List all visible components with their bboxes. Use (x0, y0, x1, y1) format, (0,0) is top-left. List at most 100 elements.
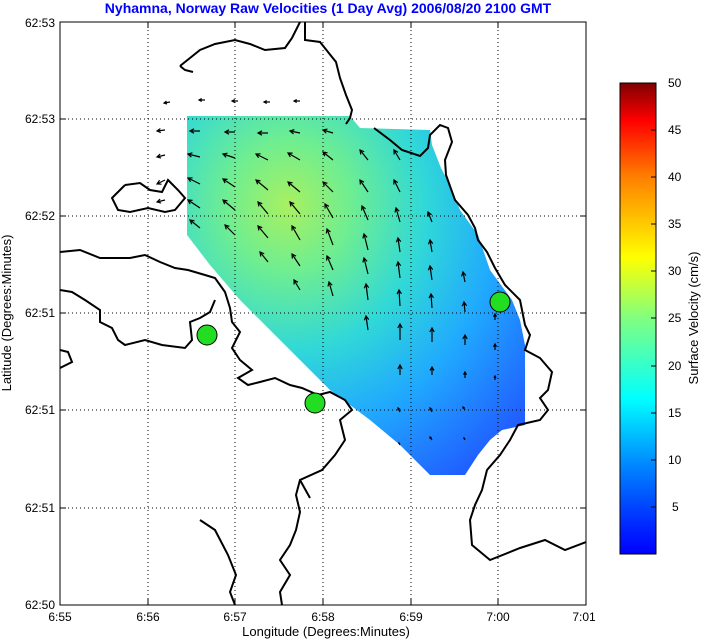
velocity-arrow (492, 342, 498, 350)
velocity-arrow (262, 99, 270, 105)
velocity-arrow (230, 98, 238, 104)
velocity-arrow (362, 232, 369, 251)
x-tick-label: 6:55 (48, 610, 72, 624)
velocity-arrow (287, 181, 301, 193)
velocity-arrow (155, 153, 166, 159)
velocity-arrow (221, 178, 236, 188)
y-tick-labels: 62:53 62:53 62:52 62:51 62:51 62:51 62:5… (25, 16, 55, 612)
velocity-arrow (395, 236, 402, 253)
velocity-arrow (462, 370, 468, 378)
velocity-arrow (429, 365, 435, 375)
colorbar-label: Surface Velocity (cm/s) (686, 252, 701, 385)
velocity-arrow (257, 225, 269, 239)
velocity-arrow (325, 254, 334, 271)
velocity-arrow (197, 97, 205, 103)
velocity-arrow (427, 238, 434, 253)
velocity-arrow (257, 201, 269, 215)
colorbar-tick-label: 25 (668, 311, 682, 325)
velocity-arrow (291, 224, 301, 241)
velocity-arrow (155, 128, 166, 134)
velocity-arrow (428, 292, 434, 309)
velocity-arrow (429, 435, 433, 441)
velocity-arrow (327, 280, 334, 297)
velocity-arrow (223, 129, 235, 135)
x-tick-label: 6:58 (311, 610, 335, 624)
velocity-arrow (321, 128, 334, 134)
velocity-arrow (259, 251, 269, 263)
velocity-arrow (324, 202, 334, 219)
velocity-arrow (189, 219, 201, 229)
velocity-arrow (394, 206, 401, 223)
velocity-arrow (397, 363, 403, 375)
x-tick-label: 6:57 (223, 610, 247, 624)
velocity-arrow (462, 333, 468, 345)
velocity-arrow (325, 227, 334, 246)
y-axis-label: Latitude (Degrees:Minutes) (0, 235, 14, 392)
velocity-arrow (462, 405, 466, 411)
y-tick-label: 62:51 (25, 403, 55, 417)
x-tick-label: 6:59 (399, 610, 423, 624)
colorbar: 50 45 40 35 30 25 20 15 10 5 Surface Vel… (619, 76, 701, 555)
y-tick-label: 62:50 (25, 598, 55, 612)
colorbar-tick-label: 35 (668, 217, 682, 231)
colorbar-tick-label: 50 (668, 76, 682, 90)
y-tick-label: 62:52 (25, 209, 55, 223)
velocity-arrow (322, 151, 334, 161)
velocity-arrow (359, 178, 369, 193)
velocity-arrow (362, 256, 369, 275)
velocity-arrow (427, 264, 434, 281)
velocity-arrow (291, 252, 301, 267)
station-marker (489, 291, 511, 313)
velocity-arrow (186, 152, 201, 158)
colorbar-tick-label: 5 (672, 500, 679, 514)
x-tick-label: 7:01 (572, 610, 596, 624)
coastline (60, 22, 586, 605)
colorbar-tick-label: 30 (668, 264, 682, 278)
velocity-field (187, 116, 525, 475)
velocity-arrow (393, 148, 401, 161)
velocity-arrow (463, 436, 466, 441)
velocity-arrow (429, 326, 435, 342)
colorbar-tick-label: 45 (668, 123, 682, 137)
y-tick-label: 62:51 (25, 501, 55, 515)
velocity-arrow (397, 322, 403, 340)
velocity-arrow (292, 98, 300, 104)
radar-stations (196, 291, 511, 414)
velocity-arrow (188, 128, 200, 134)
velocity-arrow (393, 178, 401, 193)
colorbar-tick-label: 15 (668, 406, 682, 420)
colorbar-tick-label: 10 (668, 453, 682, 467)
colorbar-tick-labels: 50 45 40 35 30 25 20 15 10 5 (668, 76, 682, 514)
velocity-arrow (461, 300, 468, 313)
velocity-arrow (254, 153, 269, 161)
velocity-arrow (493, 374, 497, 380)
velocity-arrow (224, 224, 236, 236)
x-tick-label: 6:56 (136, 610, 160, 624)
x-axis-label: Longitude (Degrees:Minutes) (242, 624, 410, 639)
x-tick-labels: 6:55 6:56 6:57 6:58 6:59 7:00 7:01 (48, 610, 596, 624)
velocity-arrow (221, 152, 236, 159)
tick-marks (60, 22, 586, 605)
velocity-arrow (286, 152, 301, 161)
velocity-arrow (396, 288, 402, 307)
velocity-arrow (398, 441, 401, 446)
map-axes: 6:55 6:56 6:57 6:58 6:59 7:00 7:01 62:53… (0, 16, 596, 639)
velocity-arrow (222, 199, 236, 211)
velocity-vectors (155, 97, 498, 446)
velocity-arrow (461, 270, 467, 283)
velocity-arrow (363, 314, 370, 331)
velocity-arrow (288, 129, 301, 135)
velocity-arrow (289, 201, 301, 215)
velocity-arrow (186, 199, 201, 209)
chart-title: Nyhamna, Norway Raw Velocities (1 Day Av… (105, 0, 552, 16)
velocity-arrow (363, 282, 370, 301)
x-tick-label: 7:00 (486, 610, 510, 624)
velocity-arrow (359, 149, 369, 161)
velocity-arrow (360, 204, 369, 221)
y-tick-label: 62:53 (25, 112, 55, 126)
velocity-arrow (426, 210, 433, 223)
colorbar-scale (619, 82, 657, 555)
velocity-arrow (293, 278, 301, 291)
velocity-arrow (397, 406, 401, 413)
